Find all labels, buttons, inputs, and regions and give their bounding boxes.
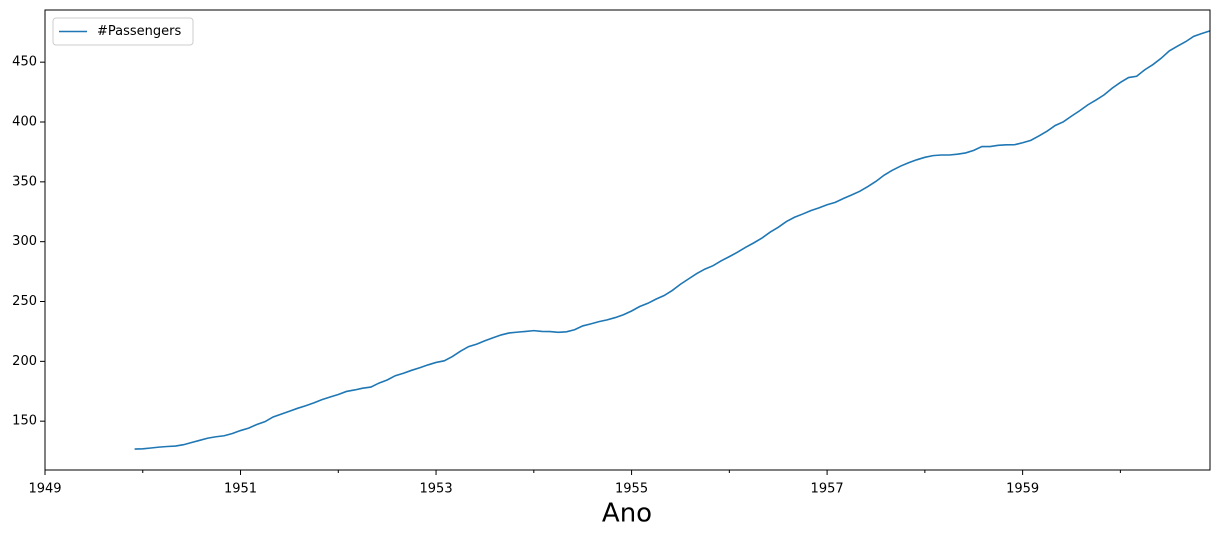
legend-label: #Passengers (97, 24, 181, 39)
x-tick-label: 1951 (224, 482, 257, 497)
y-tick-label: 300 (12, 234, 37, 249)
legend: #Passengers (52, 17, 194, 46)
x-axis-label: Ano (602, 499, 652, 529)
x-tick-label: 1957 (811, 482, 844, 497)
y-tick-label: 200 (12, 354, 37, 369)
plot-frame (44, 9, 1211, 471)
x-tick-label: 1949 (28, 482, 61, 497)
x-tick-label: 1953 (420, 482, 453, 497)
y-tick-label: 150 (12, 414, 37, 429)
data-line (134, 30, 1211, 450)
y-tick-label: 450 (12, 55, 37, 70)
legend-box (52, 17, 194, 46)
y-tick-label: 250 (12, 294, 37, 309)
x-tick-label: 1955 (615, 482, 648, 497)
y-tick-label: 350 (12, 174, 37, 189)
x-tick-label: 1959 (1006, 482, 1039, 497)
y-tick-label: 400 (12, 115, 37, 130)
